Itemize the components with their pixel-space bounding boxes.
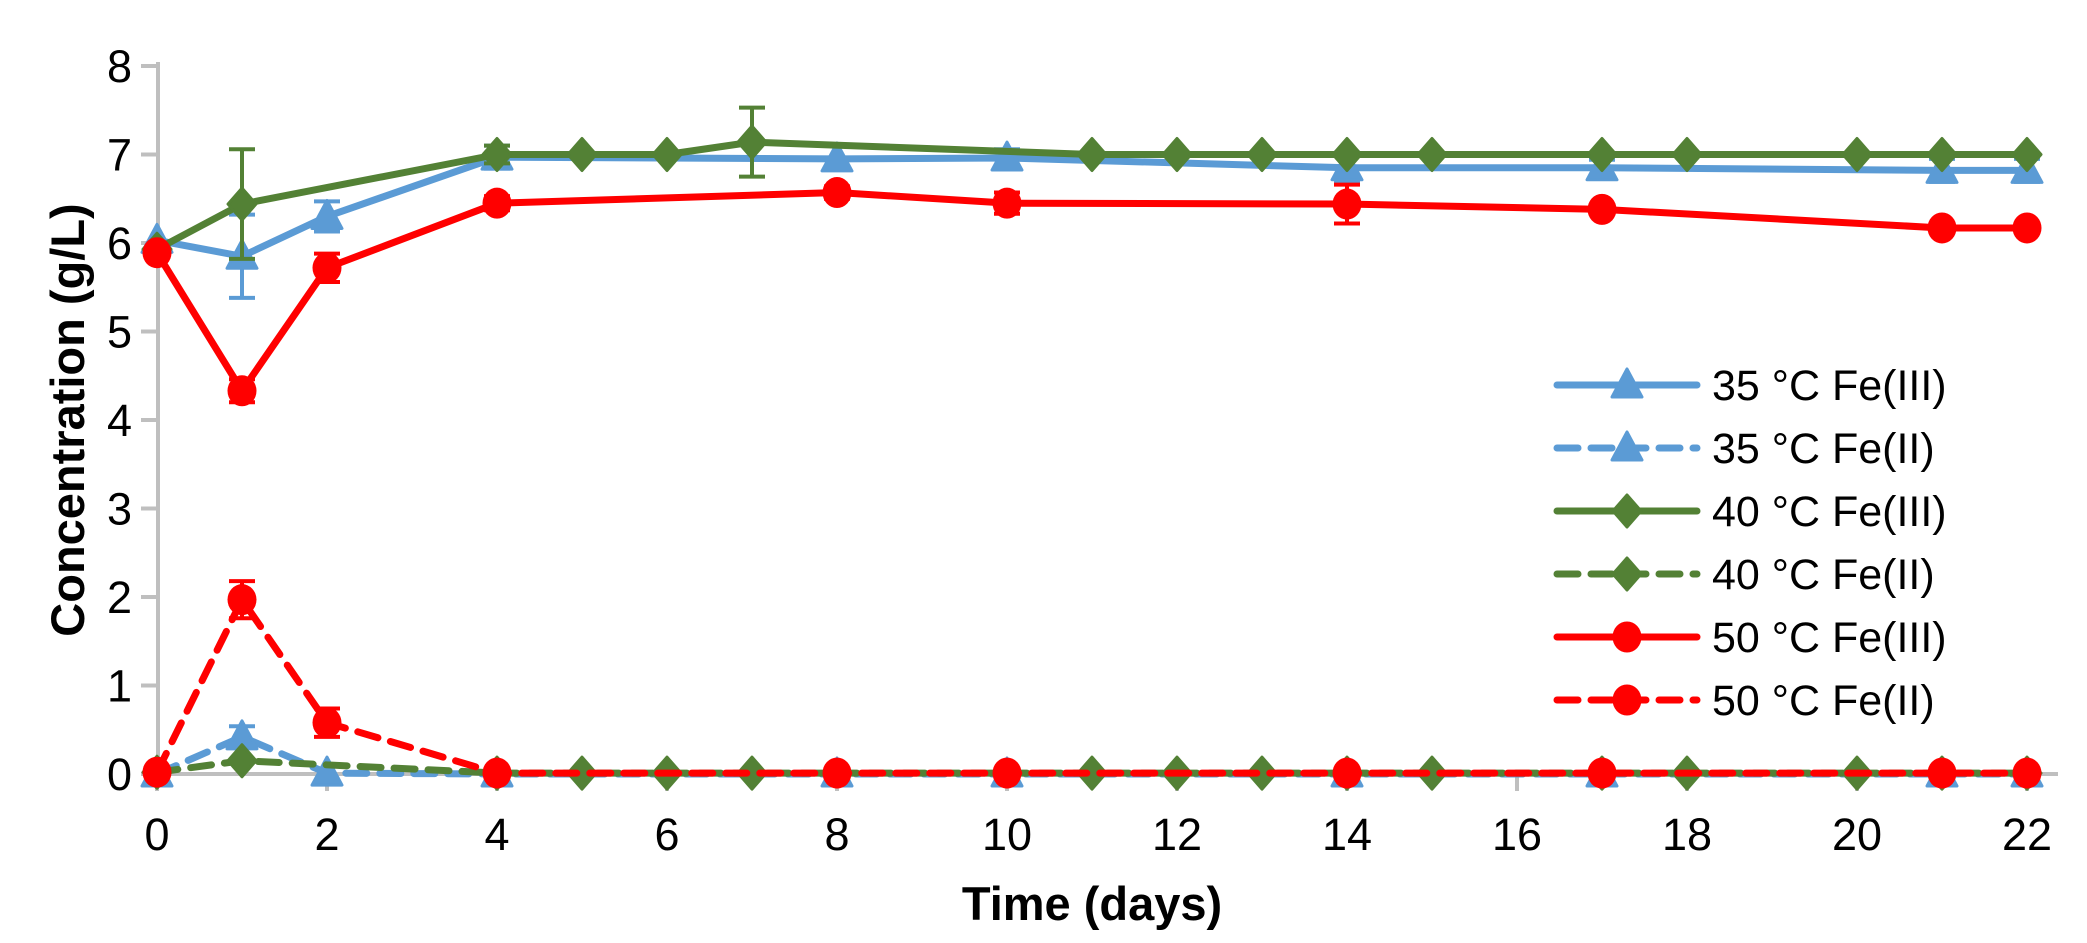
legend-label: 35 °C Fe(II) — [1712, 425, 1935, 473]
data-point-marker — [1246, 755, 1278, 791]
data-point-marker — [312, 252, 342, 284]
x-axis-tick-label: 4 — [484, 809, 509, 860]
data-point-marker — [1612, 684, 1642, 716]
y-axis-tick-label: 2 — [107, 572, 132, 623]
legend-item: 35 °C Fe(II) — [1553, 425, 1935, 473]
x-axis-tick-label: 12 — [1152, 809, 1202, 860]
y-axis-tick-label: 0 — [107, 749, 132, 800]
series-line — [153, 138, 2031, 253]
data-point-marker — [990, 140, 1024, 172]
data-point-marker — [1671, 137, 1703, 172]
y-axis-tick-label: 1 — [107, 661, 132, 712]
data-point-marker — [1926, 137, 1958, 172]
data-point-marker — [566, 755, 598, 791]
data-point-marker — [992, 757, 1022, 789]
x-axis-tick-label: 20 — [1832, 809, 1882, 860]
data-point-marker — [2012, 757, 2042, 789]
legend: 35 °C Fe(III) 35 °C Fe(II) 40 °C Fe(III) 40… — [1553, 362, 1947, 725]
y-axis-title: Concentration (g/L) — [41, 203, 94, 636]
y-axis-tick-label: 6 — [107, 218, 132, 269]
data-point-marker — [481, 137, 513, 172]
data-point-marker — [2012, 212, 2042, 244]
data-point-marker — [1246, 137, 1278, 172]
data-point-marker — [310, 755, 344, 787]
data-point-marker — [1161, 137, 1193, 172]
legend-item: 40 °C Fe(II) — [1553, 551, 1935, 599]
y-axis-tick-label: 7 — [107, 130, 132, 181]
data-point-marker — [822, 757, 852, 789]
data-point-marker — [822, 177, 852, 209]
x-axis-tick-label: 16 — [1492, 809, 1542, 860]
data-point-marker — [1332, 757, 1362, 789]
data-point-marker — [226, 743, 258, 779]
data-point-marker — [1927, 212, 1957, 244]
data-point-marker — [1076, 755, 1108, 791]
data-point-marker — [992, 187, 1022, 219]
data-point-marker — [736, 755, 768, 791]
x-axis-tick-label: 22 — [2002, 809, 2052, 860]
series-40-c-fe-iii- — [141, 105, 2043, 267]
x-axis-tick-label: 10 — [982, 809, 1032, 860]
data-point-marker — [226, 186, 258, 222]
data-point-marker — [1416, 137, 1448, 172]
series-line — [153, 153, 2031, 260]
legend-label: 50 °C Fe(II) — [1712, 677, 1935, 725]
x-axis-tick-label: 18 — [1662, 809, 1712, 860]
legend-item: 50 °C Fe(III) — [1553, 614, 1947, 662]
data-point-marker — [1416, 755, 1448, 791]
data-point-marker — [1587, 193, 1617, 225]
y-axis-tick-label: 5 — [107, 307, 132, 358]
data-point-marker — [1610, 367, 1644, 399]
data-point-marker — [651, 137, 683, 172]
series-50-c-fe-ii- — [142, 579, 2042, 789]
data-point-marker — [820, 141, 854, 173]
x-axis-tick-label: 14 — [1322, 809, 1372, 860]
series-50-c-fe-iii- — [142, 177, 2042, 407]
data-point-marker — [227, 375, 257, 407]
data-point-marker — [1611, 556, 1643, 592]
data-point-marker — [1331, 137, 1363, 172]
x-axis-title: Time (days) — [962, 877, 1222, 930]
data-point-marker — [310, 198, 344, 230]
data-point-marker — [1612, 621, 1642, 653]
legend-label: 35 °C Fe(III) — [1712, 362, 1947, 410]
x-axis-tick-label: 6 — [654, 809, 679, 860]
legend-item: 35 °C Fe(III) — [1553, 362, 1947, 410]
legend-label: 40 °C Fe(III) — [1712, 488, 1947, 536]
data-point-marker — [1586, 137, 1618, 172]
data-point-marker — [1927, 757, 1957, 789]
data-point-marker — [142, 756, 172, 788]
data-point-marker — [312, 707, 342, 739]
y-axis-tick-label: 3 — [107, 484, 132, 535]
data-point-marker — [227, 584, 257, 616]
data-point-marker — [566, 137, 598, 172]
data-point-marker — [1611, 493, 1643, 529]
x-axis-tick-label: 2 — [314, 809, 339, 860]
legend-label: 50 °C Fe(III) — [1712, 614, 1947, 662]
x-axis-tick-label: 8 — [824, 809, 849, 860]
legend-item: 50 °C Fe(II) — [1553, 677, 1935, 725]
x-axis-tick-label: 0 — [144, 809, 169, 860]
data-point-marker — [482, 187, 512, 219]
data-point-marker — [1076, 137, 1108, 172]
data-point-marker — [1841, 137, 1873, 172]
series-layer — [140, 105, 2044, 791]
data-point-marker — [1587, 757, 1617, 789]
data-point-marker — [736, 124, 768, 160]
y-axis-tick-label: 4 — [107, 395, 132, 446]
series-line — [153, 189, 2031, 395]
data-point-marker — [1332, 188, 1362, 220]
legend-label: 40 °C Fe(II) — [1712, 551, 1935, 599]
y-axis-tick-label: 8 — [107, 41, 132, 92]
data-point-marker — [482, 757, 512, 789]
data-point-marker — [2011, 137, 2043, 172]
data-point-marker — [142, 237, 172, 269]
legend-item: 40 °C Fe(III) — [1553, 488, 1947, 536]
data-point-marker — [1610, 430, 1644, 462]
